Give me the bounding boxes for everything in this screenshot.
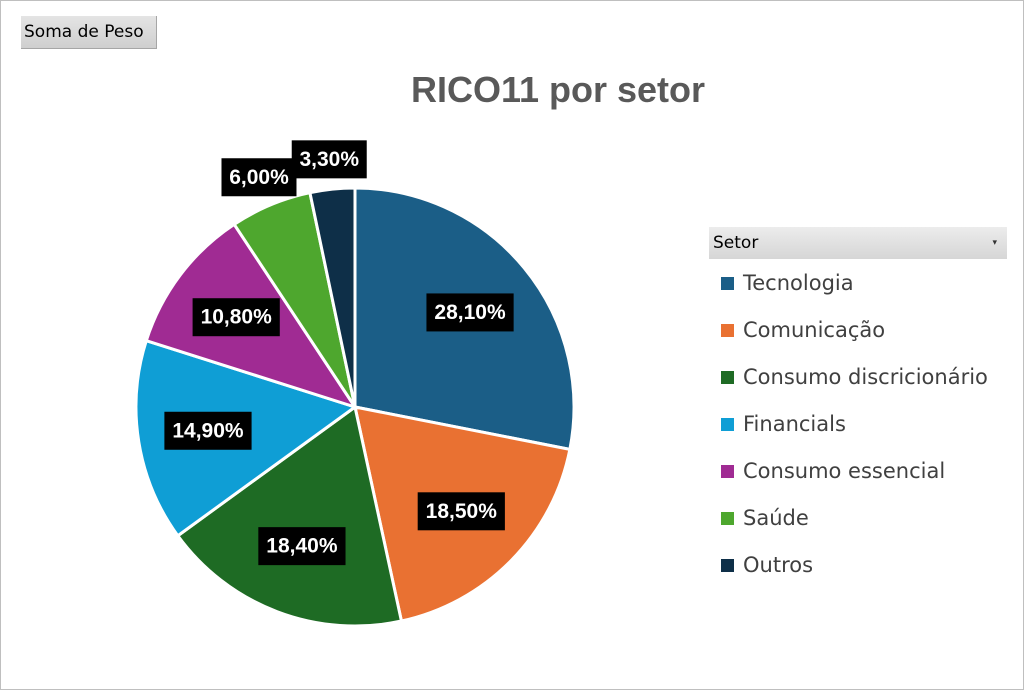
pie-slice-3[interactable] bbox=[175, 404, 404, 628]
legend-label: Saúde bbox=[743, 506, 809, 530]
data-label-2: 18,50% bbox=[417, 492, 505, 531]
legend-swatch bbox=[721, 277, 734, 290]
svg-text:28,10%: 28,10% bbox=[434, 301, 506, 324]
legend-item: Financials bbox=[721, 408, 988, 455]
legend-item: Tecnologia bbox=[721, 267, 988, 314]
legend-swatch bbox=[721, 559, 734, 572]
legend-swatch bbox=[721, 512, 734, 525]
legend-label: Outros bbox=[743, 553, 814, 577]
data-label-3: 18,40% bbox=[258, 527, 346, 566]
legend-label: Consumo essencial bbox=[743, 459, 946, 483]
svg-text:6,00%: 6,00% bbox=[229, 166, 289, 189]
legend: Tecnologia Comunicação Consumo discricioná… bbox=[721, 267, 988, 596]
legend-item: Comunicação bbox=[721, 314, 988, 361]
legend-item: Saúde bbox=[721, 502, 988, 549]
dropdown-arrow-icon[interactable]: ▾ bbox=[992, 238, 997, 248]
svg-text:10,80%: 10,80% bbox=[201, 306, 273, 329]
legend-filter-button[interactable]: Setor ▾ bbox=[709, 227, 1007, 259]
data-label-4: 14,90% bbox=[164, 411, 252, 450]
legend-swatch bbox=[721, 324, 734, 337]
legend-label: Tecnologia bbox=[743, 271, 854, 295]
legend-label: Financials bbox=[743, 412, 846, 436]
svg-text:18,40%: 18,40% bbox=[266, 535, 338, 558]
legend-item: Consumo essencial bbox=[721, 455, 988, 502]
pivot-field-button[interactable]: Soma de Peso bbox=[21, 16, 157, 49]
legend-item: Consumo discricionário bbox=[721, 361, 988, 408]
legend-label: Comunicação bbox=[743, 318, 886, 342]
chart-title: RICO11 por setor bbox=[410, 69, 706, 110]
legend-filter-label: Setor bbox=[713, 233, 759, 253]
pie-slice-7[interactable] bbox=[308, 186, 357, 408]
svg-text:18,50%: 18,50% bbox=[426, 500, 498, 523]
legend-item: Outros bbox=[721, 549, 988, 596]
data-label-1: 28,10% bbox=[426, 293, 514, 332]
legend-swatch bbox=[721, 418, 734, 431]
data-label-6: 6,00% bbox=[221, 158, 297, 197]
data-label-5: 10,80% bbox=[192, 298, 280, 337]
legend-label: Consumo discricionário bbox=[743, 365, 988, 389]
legend-swatch bbox=[721, 465, 734, 478]
data-label-7: 3,30% bbox=[291, 140, 367, 179]
svg-text:3,30%: 3,30% bbox=[299, 148, 359, 171]
legend-swatch bbox=[721, 371, 734, 384]
svg-text:14,90%: 14,90% bbox=[172, 419, 244, 442]
